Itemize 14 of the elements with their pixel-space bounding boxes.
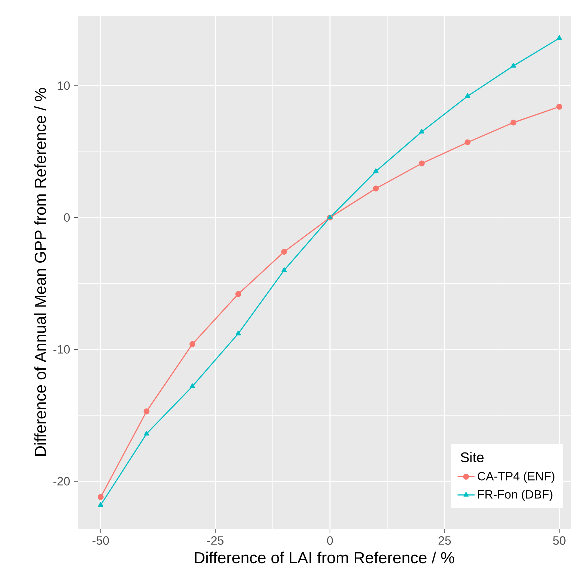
y-tick-label: -20 <box>54 477 70 486</box>
x-axis-title: Difference of LAI from Reference / % <box>195 552 454 564</box>
x-tick-label: -25 <box>207 536 224 546</box>
x-tick-label: 25 <box>438 536 452 546</box>
y-tick-label: -10 <box>54 345 70 354</box>
x-tick-label: 0 <box>327 536 334 546</box>
legend-label: FR-Fon (DBF) <box>478 490 553 502</box>
y-tick-label: 0 <box>64 214 70 222</box>
y-tick-label: 10 <box>58 82 70 90</box>
x-tick-label: 50 <box>553 536 566 546</box>
x-tick-label: -50 <box>92 536 110 546</box>
legend-label: CA-TP4 (ENF) <box>478 472 555 484</box>
legend-title: Site <box>460 452 484 463</box>
y-axis-title: Difference of Annual Mean GPP from Reference / % <box>34 88 46 456</box>
